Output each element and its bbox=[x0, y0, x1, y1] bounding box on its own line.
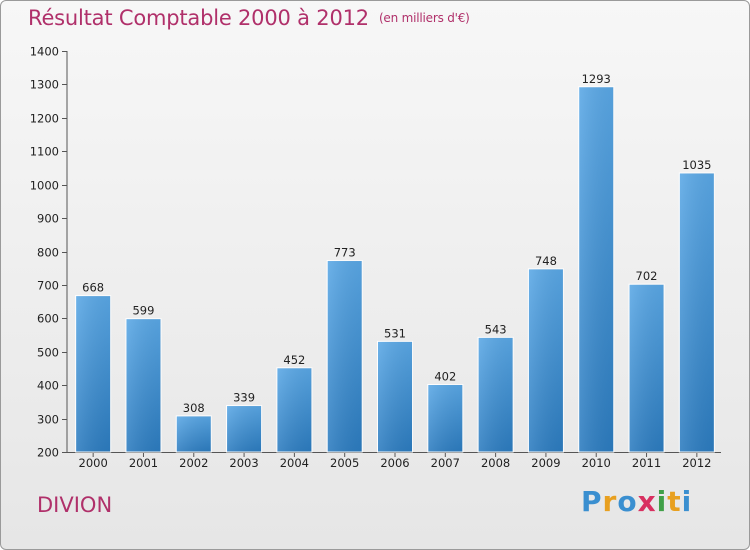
logo-letter: t bbox=[667, 485, 682, 518]
y-tick-label: 900 bbox=[37, 212, 59, 226]
y-tick-label: 300 bbox=[37, 413, 59, 427]
data-label: 668 bbox=[82, 281, 104, 295]
x-tick-label: 2008 bbox=[481, 456, 510, 470]
bar-shade bbox=[377, 341, 413, 452]
bar-shade bbox=[427, 384, 463, 452]
x-tick-label: 2009 bbox=[531, 456, 560, 470]
proxiti-logo: Proxiti bbox=[581, 485, 692, 518]
data-label: 308 bbox=[183, 401, 205, 415]
y-tick-label: 700 bbox=[37, 279, 59, 293]
bars bbox=[75, 86, 715, 453]
bar-shade bbox=[226, 405, 262, 452]
commune-name: DIVION bbox=[37, 493, 113, 517]
x-tick-label: 2003 bbox=[229, 456, 258, 470]
data-label: 1035 bbox=[682, 158, 711, 172]
logo-letter: o bbox=[617, 485, 638, 518]
y-tick-label: 1400 bbox=[30, 45, 59, 59]
logo-letter: i bbox=[656, 485, 668, 518]
bar-shade bbox=[528, 268, 564, 452]
x-tick-label: 2010 bbox=[582, 456, 611, 470]
y-tick-label: 200 bbox=[37, 446, 59, 460]
data-label: 773 bbox=[334, 246, 356, 260]
chart-subtitle: (en milliers d'€) bbox=[378, 11, 470, 25]
x-tick-label: 2004 bbox=[280, 456, 309, 470]
bar-shade bbox=[578, 86, 614, 453]
bar-shade bbox=[276, 367, 312, 452]
chart-title: Résultat Comptable 2000 à 2012 (en millie… bbox=[28, 6, 470, 30]
logo-letter: P bbox=[581, 485, 603, 518]
x-tick-label: 2006 bbox=[380, 456, 409, 470]
bar-shade bbox=[75, 295, 111, 452]
data-label: 748 bbox=[535, 254, 557, 268]
bar-shade bbox=[125, 318, 161, 452]
logo-letter: r bbox=[602, 485, 618, 518]
y-tick-label: 1000 bbox=[30, 179, 59, 193]
y-tick-label: 800 bbox=[37, 246, 59, 260]
data-label: 702 bbox=[636, 269, 658, 283]
data-labels: 668 599 308 339 452 773 531 402 543 748 1293 702 103… bbox=[82, 72, 711, 415]
y-tick-label: 1200 bbox=[30, 112, 59, 126]
x-tick-label: 2001 bbox=[129, 456, 158, 470]
data-label: 452 bbox=[283, 353, 305, 367]
bar-shade bbox=[629, 284, 665, 452]
x-tick-label: 2012 bbox=[682, 456, 711, 470]
logo-letter: i bbox=[681, 485, 693, 518]
data-label: 1293 bbox=[582, 72, 611, 86]
data-label: 543 bbox=[485, 322, 507, 336]
y-axis: 200 300 400 500 600 700 800 900 1000 1100 1200 1300… bbox=[30, 45, 68, 460]
x-tick-label: 2002 bbox=[179, 456, 208, 470]
x-axis: 2000 2001 2002 2003 2004 2005 2006 2007 2008 2009… bbox=[67, 452, 721, 470]
bar-shade bbox=[478, 337, 514, 452]
bar-shade bbox=[327, 260, 363, 452]
chart-title-text: Résultat Comptable 2000 à 2012 bbox=[28, 6, 369, 30]
bar-shade bbox=[679, 172, 715, 453]
data-label: 402 bbox=[434, 369, 456, 383]
data-label: 531 bbox=[384, 326, 406, 340]
y-tick-label: 500 bbox=[37, 346, 59, 360]
y-tick-label: 600 bbox=[37, 312, 59, 326]
bar-shade bbox=[176, 415, 212, 452]
y-tick-label: 1100 bbox=[30, 145, 59, 159]
y-tick-label: 1300 bbox=[30, 78, 59, 92]
data-label: 599 bbox=[132, 304, 154, 318]
x-tick-label: 2000 bbox=[79, 456, 108, 470]
x-tick-label: 2005 bbox=[330, 456, 359, 470]
x-tick-label: 2007 bbox=[431, 456, 460, 470]
data-label: 339 bbox=[233, 391, 255, 405]
x-tick-label: 2011 bbox=[632, 456, 661, 470]
y-tick-label: 400 bbox=[37, 379, 59, 393]
logo-letter: x bbox=[637, 485, 657, 518]
